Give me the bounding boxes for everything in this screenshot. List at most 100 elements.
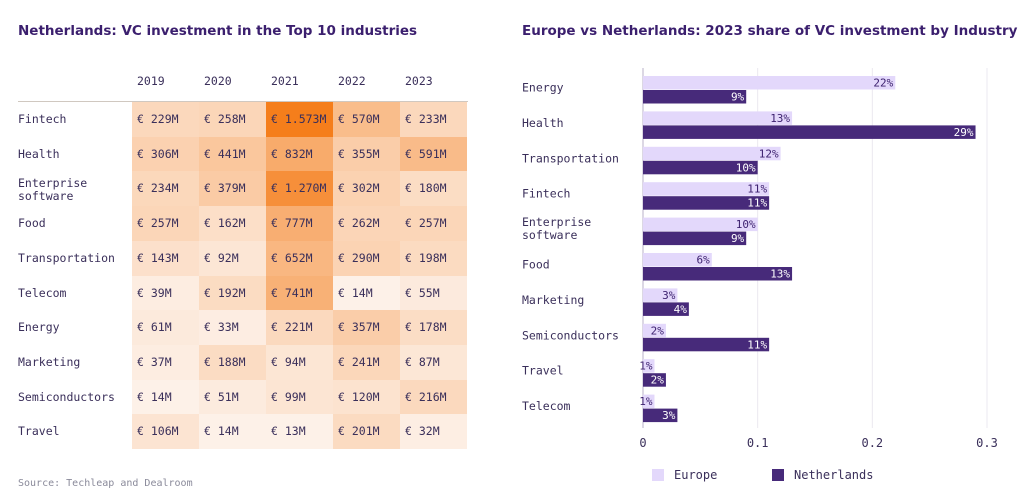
bar-netherlands-fintech: [643, 196, 770, 210]
heatmap-cell-telecom-2022: € 14M: [333, 275, 400, 311]
bar-europe-fintech: [643, 182, 770, 196]
heatmap-cell-enterprise-software-2023: € 180M: [400, 171, 467, 207]
heatmap-cell-health-2019: € 306M: [132, 136, 199, 172]
heatmap-cell-marketing-2021: € 94M: [266, 344, 333, 381]
bar-netherlands-marketing: [643, 302, 689, 316]
heatmap-cell-food-2020: € 162M: [199, 206, 266, 242]
x-tick-label-0.3: 0.3: [976, 436, 998, 450]
heatmap-cell-travel-2023: € 32M: [400, 414, 467, 450]
heatmap-cell-enterprise-software-2021: € 1.270M: [266, 171, 333, 207]
heatmap-row-label-health: Health: [18, 146, 60, 161]
heatmap-row-label-enterprise-software: Enterprise software: [18, 176, 88, 204]
bar-label-netherlands-food: 13%: [770, 268, 790, 281]
heatmap-column-2020: 2020: [204, 74, 232, 88]
heatmap-cell-energy-2019: € 61M: [132, 310, 199, 346]
heatmap-cell-transportation-2021: € 652M: [266, 240, 333, 276]
bar-label-europe-health: 13%: [770, 112, 790, 125]
bar-label-europe-travel: 1%: [639, 360, 653, 373]
heatmap-cell-semiconductors-2019: € 14M: [132, 379, 199, 415]
heatmap-row-label-transportation: Transportation: [18, 250, 115, 265]
heatmap-cell-energy-2022: € 357M: [333, 310, 400, 346]
heatmap-cell-energy-2020: € 33M: [199, 310, 266, 346]
heatmap-cell-fintech-2019: € 229M: [132, 102, 199, 138]
bar-label-europe-semiconductors: 2%: [651, 324, 665, 337]
bar-chart-title: Europe vs Netherlands: 2023 share of VC …: [522, 23, 1018, 39]
y-category-label-semiconductors: Semiconductors: [522, 328, 619, 342]
bar-europe-energy: [643, 76, 896, 90]
heatmap-cell-health-2022: € 355M: [333, 136, 400, 172]
y-category-label-transportation: Transportation: [522, 151, 619, 165]
bar-label-netherlands-semiconductors: 11%: [747, 338, 767, 351]
heatmap-row-label-energy: Energy: [18, 320, 60, 335]
heatmap-cell-marketing-2019: € 37M: [132, 344, 199, 381]
heatmap-cell-food-2023: € 257M: [400, 206, 467, 242]
bar-netherlands-food: [643, 267, 793, 281]
heatmap-cell-fintech-2022: € 570M: [333, 102, 400, 138]
bar-netherlands-travel: [643, 373, 666, 387]
heatmap-cell-semiconductors-2023: € 216M: [400, 379, 467, 415]
bar-europe-travel: [643, 359, 655, 373]
heatmap-row-label-telecom: Telecom: [18, 285, 67, 300]
y-category-label-travel: Travel: [522, 364, 564, 378]
bar-label-europe-enterprise-software: 10%: [736, 218, 756, 231]
y-category-label-fintech: Fintech: [522, 187, 570, 201]
legend-netherlands: Netherlands: [772, 468, 873, 482]
heatmap-header-divider: [18, 101, 468, 102]
bar-label-netherlands-fintech: 11%: [747, 197, 767, 210]
heatmap-cell-transportation-2020: € 92M: [199, 240, 266, 276]
bar-label-europe-food: 6%: [697, 254, 711, 267]
heatmap-cell-semiconductors-2022: € 120M: [333, 379, 400, 415]
heatmap-row-label-travel: Travel: [18, 424, 60, 439]
heatmap-cell-energy-2021: € 221M: [266, 310, 333, 346]
heatmap-cell-enterprise-software-2020: € 379M: [199, 171, 266, 207]
heatmap-cell-health-2021: € 832M: [266, 136, 333, 172]
bar-label-netherlands-marketing: 4%: [674, 303, 688, 316]
heatmap-cell-fintech-2023: € 233M: [400, 102, 467, 138]
heatmap-cell-semiconductors-2021: € 99M: [266, 379, 333, 415]
y-category-label-health: Health: [522, 116, 564, 130]
heatmap-cell-marketing-2020: € 188M: [199, 344, 266, 381]
legend-europe-swatch: [652, 469, 664, 481]
heatmap-cell-marketing-2023: € 87M: [400, 344, 467, 381]
bar-europe-marketing: [643, 288, 678, 302]
heatmap-cell-transportation-2023: € 198M: [400, 240, 467, 276]
bar-label-netherlands-telecom: 3%: [662, 409, 676, 422]
y-category-label-enterprise-software: Enterprise software: [522, 215, 591, 242]
heatmap-title: Netherlands: VC investment in the Top 10…: [18, 23, 418, 39]
legend-europe-label: Europe: [674, 468, 718, 482]
legend-europe: Europe: [652, 468, 717, 482]
bar-netherlands-telecom: [643, 408, 678, 423]
heatmap-cell-telecom-2021: € 741M: [266, 275, 333, 311]
y-category-label-energy: Energy: [522, 81, 564, 95]
bar-label-europe-marketing: 3%: [662, 289, 676, 302]
bar-netherlands-semiconductors: [643, 337, 770, 352]
heatmap-cell-food-2021: € 777M: [266, 206, 333, 242]
heatmap-cell-fintech-2021: € 1.573M: [266, 102, 333, 138]
x-tick-label-0.1: 0.1: [747, 436, 769, 450]
bar-netherlands-transportation: [643, 160, 758, 175]
heatmap-cell-travel-2021: € 13M: [266, 414, 333, 450]
heatmap-cell-travel-2019: € 106M: [132, 414, 199, 450]
heatmap-cell-fintech-2020: € 258M: [199, 102, 266, 138]
heatmap-cell-travel-2022: € 201M: [333, 414, 400, 450]
bar-europe-enterprise-software: [643, 217, 758, 232]
heatmap-column-2023: 2023: [405, 74, 433, 88]
x-tick-label-0.2: 0.2: [861, 436, 883, 450]
heatmap-cell-travel-2020: € 14M: [199, 414, 266, 450]
bar-netherlands-enterprise-software: [643, 231, 747, 246]
bar-europe-health: [643, 111, 793, 125]
bar-europe-food: [643, 253, 712, 267]
legend-netherlands-swatch: [772, 469, 784, 481]
heatmap-cell-food-2019: € 257M: [132, 206, 199, 242]
heatmap-cell-enterprise-software-2022: € 302M: [333, 171, 400, 207]
heatmap-cell-transportation-2022: € 290M: [333, 240, 400, 276]
bar-netherlands-energy: [643, 90, 747, 104]
bar-label-netherlands-enterprise-software: 9%: [731, 232, 745, 245]
x-tick-label-0: 0: [639, 436, 646, 450]
bar-label-netherlands-health: 29%: [954, 126, 974, 139]
bar-label-netherlands-transportation: 10%: [736, 161, 756, 174]
bar-europe-semiconductors: [643, 323, 666, 338]
bar-europe-telecom: [643, 394, 655, 409]
heatmap-row-label-marketing: Marketing: [18, 354, 81, 369]
